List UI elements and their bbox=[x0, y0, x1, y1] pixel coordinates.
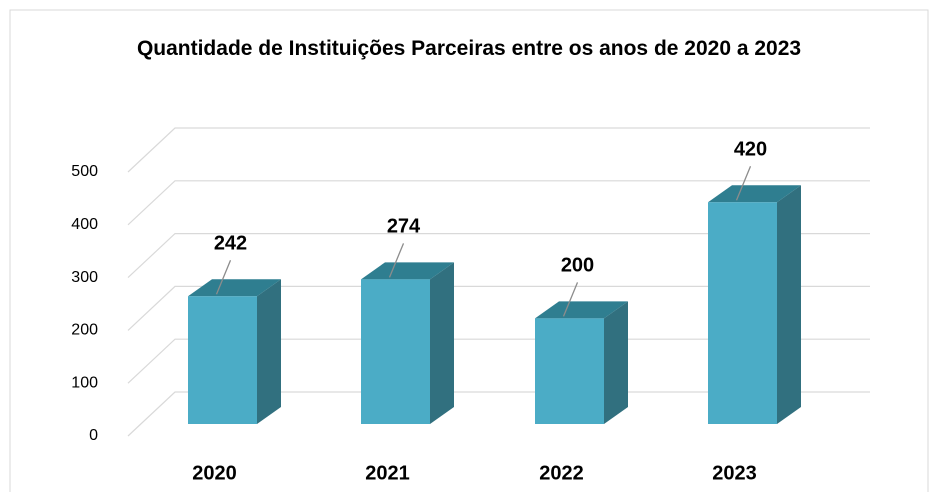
x-tick-label: 2022 bbox=[539, 462, 584, 484]
y-tick-label: 300 bbox=[71, 269, 98, 286]
y-tick-label: 400 bbox=[71, 216, 98, 233]
y-tick-label: 200 bbox=[71, 322, 98, 339]
y-tick-label: 100 bbox=[71, 374, 98, 391]
bar-top bbox=[535, 301, 628, 319]
x-tick-label: 2020 bbox=[192, 462, 237, 484]
bar-top bbox=[708, 185, 801, 203]
leader-line bbox=[388, 243, 405, 278]
grid-line bbox=[127, 391, 870, 437]
grid-line bbox=[127, 233, 870, 279]
y-tick-label: 500 bbox=[71, 163, 98, 180]
grid-line bbox=[127, 338, 870, 384]
bar bbox=[188, 296, 257, 424]
bar-side bbox=[257, 279, 281, 424]
bar-side bbox=[777, 185, 801, 424]
leader-line bbox=[735, 165, 752, 201]
chart-frame bbox=[9, 9, 929, 492]
data-label: 274 bbox=[387, 216, 421, 238]
leader-line bbox=[562, 282, 579, 317]
bar bbox=[708, 202, 777, 424]
data-label: 200 bbox=[561, 255, 594, 277]
bar-top bbox=[188, 279, 281, 297]
grid-line bbox=[127, 180, 870, 226]
leader-line bbox=[215, 259, 232, 295]
data-label: 420 bbox=[734, 139, 767, 161]
y-tick-label: 0 bbox=[89, 427, 98, 444]
data-label: 242 bbox=[214, 233, 247, 255]
bar-side bbox=[604, 301, 628, 424]
grid-line bbox=[127, 285, 870, 331]
x-tick-label: 2021 bbox=[365, 462, 410, 484]
bar-top bbox=[361, 262, 454, 280]
chart-title: Quantidade de Instituições Parceiras ent… bbox=[136, 37, 802, 60]
bar bbox=[535, 318, 604, 424]
bar-side bbox=[430, 262, 454, 424]
bar bbox=[361, 279, 430, 424]
grid-line bbox=[127, 127, 870, 173]
x-tick-label: 2023 bbox=[712, 462, 757, 484]
